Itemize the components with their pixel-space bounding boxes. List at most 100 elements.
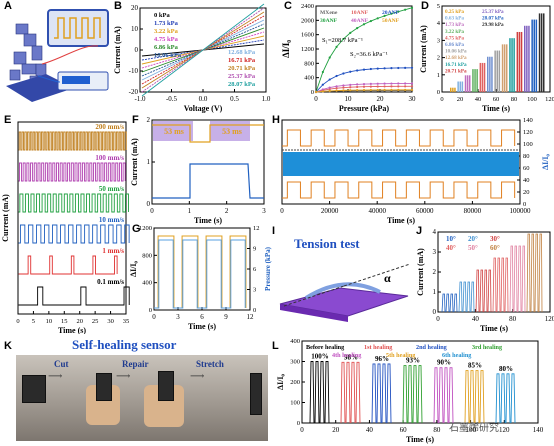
data-point — [356, 69, 359, 72]
y-tick-label: 0 — [147, 200, 151, 208]
data-point — [376, 82, 379, 85]
response-bar — [466, 75, 469, 92]
waveform — [18, 193, 129, 213]
panel-label-k: K — [4, 340, 12, 352]
data-point — [342, 86, 345, 89]
y-tick-label: 0 — [253, 307, 256, 314]
response-bar — [524, 25, 526, 93]
response-bar — [540, 13, 543, 93]
data-point — [342, 72, 345, 75]
data-point — [410, 66, 414, 69]
panel-label-d: D — [421, 0, 429, 12]
response-bar — [487, 56, 489, 92]
bending-peak — [462, 281, 467, 313]
x-axis-label: Time (s) — [482, 104, 510, 113]
response-bar — [513, 38, 515, 92]
x-tick-label: 80000 — [464, 207, 482, 215]
x-axis-label: Time (s) — [406, 435, 434, 444]
panel-label-j: J — [416, 225, 423, 237]
data-point — [390, 88, 393, 91]
speed-label: 50 mm/s — [99, 185, 124, 193]
x-tick-label: 1.0 — [262, 95, 271, 103]
x-tick-label: 80 — [509, 315, 517, 323]
data-point — [335, 74, 338, 78]
y-tick-label: 3 — [253, 287, 256, 294]
data-point — [376, 17, 379, 20]
data-point — [397, 82, 400, 85]
response-bar — [511, 38, 513, 92]
response-bar — [516, 31, 519, 92]
y-tick-label: 0 — [311, 89, 314, 96]
bending-peak — [517, 245, 522, 313]
y-tick-label: 0 — [135, 46, 139, 54]
data-point — [376, 88, 379, 92]
data-point — [404, 66, 407, 69]
healing-peak — [402, 365, 408, 424]
y-tick-label: 120 — [523, 129, 533, 136]
healing-peak — [376, 363, 382, 424]
x-tick-label: -1.0 — [134, 95, 146, 103]
panel-d-pressure-response-chart: 0 20 40 60 80 100 120 0 1 2 3 4 5 Time (s) Current (mA… — [420, 3, 554, 113]
x-tick-label: 2 — [225, 207, 229, 215]
y-tick-label: 2 — [147, 116, 151, 124]
retention-label: 85% — [468, 362, 482, 370]
y-tick-label: 1600 — [301, 32, 314, 39]
bending-peak — [470, 281, 475, 313]
x-tick-label: 30 — [107, 318, 114, 325]
healing-peak — [495, 373, 501, 424]
healing-peak — [350, 361, 356, 424]
y-tick-label: 400 — [304, 75, 314, 82]
y-tick-label: 1200 — [139, 225, 152, 232]
x-tick-label: 40000 — [368, 207, 386, 215]
data-point — [410, 85, 414, 88]
x-tick-label: 0 — [152, 313, 156, 321]
legend-entry: 4.75 kPa — [445, 35, 464, 41]
response-bar — [489, 56, 491, 92]
x-tick-label: -0.5 — [166, 95, 178, 103]
panel-label-b: B — [114, 0, 122, 12]
legend-entry: 0 kPa — [154, 12, 170, 19]
response-bar — [479, 62, 482, 92]
y-axis-label: Current (mA) — [416, 248, 425, 296]
healing-peak — [479, 370, 485, 424]
self-healing-photo — [16, 355, 268, 441]
legend-entry: 25.37 kPa — [482, 9, 504, 15]
x-tick-label: 20 — [332, 426, 340, 434]
data-point — [335, 89, 338, 92]
healing-peak — [381, 363, 387, 424]
x-tick-label: 60 — [493, 96, 500, 103]
response-bar — [476, 69, 478, 92]
legend-entry: 16.71 kPa — [445, 62, 467, 68]
legend-entry: 1.73 kPa — [445, 22, 464, 28]
x-tick-label: 15 — [61, 318, 68, 325]
legend-entry: 20.71 kPa — [228, 65, 256, 72]
x-axis-label: Time (s) — [188, 322, 216, 331]
response-bar — [474, 69, 476, 92]
y-tick-label: 9 — [253, 246, 256, 253]
bending-peak — [492, 257, 497, 313]
x-tick-label: 0 — [436, 315, 440, 323]
y-axis-label: ΔI/I₀ — [130, 260, 138, 276]
data-point — [397, 66, 400, 70]
data-point — [383, 14, 386, 18]
data-point — [369, 67, 372, 71]
y-tick-label: 4 — [433, 228, 437, 236]
panel-a-device-illustration — [6, 9, 109, 102]
response-time-label: 53 ms — [164, 127, 184, 136]
y-tick-label: 3 — [433, 248, 437, 256]
data-point — [362, 23, 366, 26]
retention-label: 93% — [406, 357, 420, 365]
legend-entry: 28.07 kPa — [228, 81, 256, 88]
legend-entry: 60° — [490, 244, 500, 252]
healing-peak — [340, 361, 346, 424]
healing-peak — [500, 373, 506, 424]
y-tick-label: 10 — [131, 25, 139, 33]
data-point — [362, 68, 366, 71]
data-point — [376, 67, 379, 70]
response-bar — [528, 25, 530, 93]
y-tick-label: 20 — [131, 4, 139, 12]
annotation: S₁=208.7 kPa⁻¹ — [322, 37, 363, 44]
x-tick-label: 120 — [545, 315, 554, 323]
y-axis-label: Current (mA) — [420, 25, 428, 73]
y-tick-label: 20 — [523, 189, 530, 196]
